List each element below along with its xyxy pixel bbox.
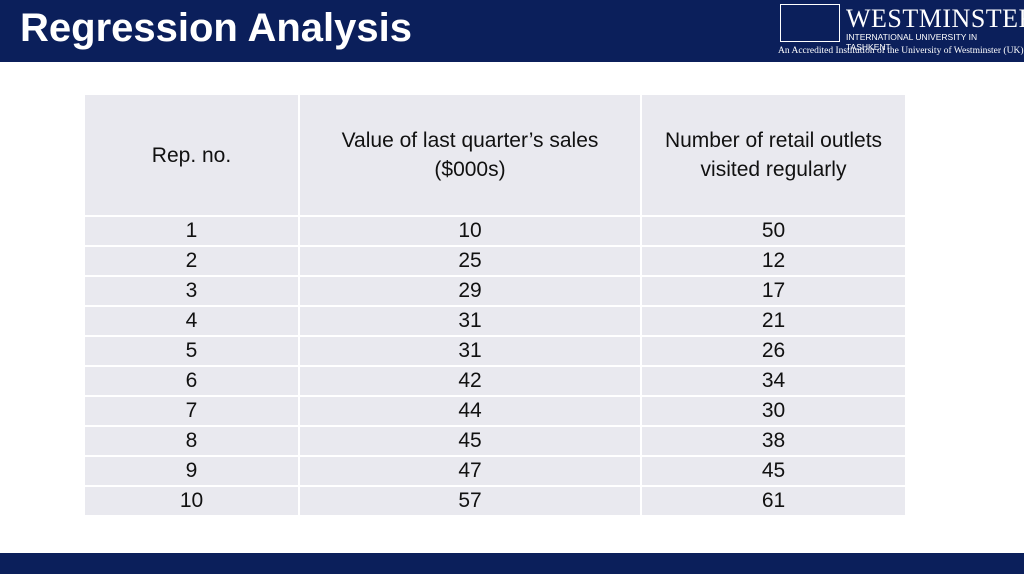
logo-icon [780, 4, 840, 42]
table-row: 5 31 26 [85, 337, 905, 367]
table-cell: 4 [85, 307, 300, 337]
table-cell: 45 [300, 427, 642, 457]
header-row: Rep. no. Value of last quarter’s sales ($… [85, 95, 905, 217]
table-cell: 12 [642, 247, 905, 277]
table-cell: 10 [300, 217, 642, 247]
table-cell: 26 [642, 337, 905, 367]
table-row: 8 45 38 [85, 427, 905, 457]
footer-bar [0, 553, 1024, 574]
table-cell: 34 [642, 367, 905, 397]
table-cell: 9 [85, 457, 300, 487]
table-cell: 42 [300, 367, 642, 397]
table-body: 1 10 50 2 25 12 3 29 17 4 31 21 5 31 26 6 42 34 7 44 30 8 45 38… [85, 217, 905, 517]
table-cell: 45 [642, 457, 905, 487]
table-row: 6 42 34 [85, 367, 905, 397]
table-cell: 25 [300, 247, 642, 277]
column-header: Value of last quarter’s sales ($000s) [300, 95, 642, 217]
table-row: 3 29 17 [85, 277, 905, 307]
slide-title: Regression Analysis [20, 6, 413, 50]
logo: WESTMINSTER INTERNATIONAL UNIVERSITY IN … [778, 2, 1024, 60]
table-cell: 3 [85, 277, 300, 307]
table-row: 9 47 45 [85, 457, 905, 487]
table-cell: 50 [642, 217, 905, 247]
table-cell: 44 [300, 397, 642, 427]
table-cell: 31 [300, 307, 642, 337]
table-cell: 61 [642, 487, 905, 517]
column-header: Rep. no. [85, 95, 300, 217]
table-cell: 5 [85, 337, 300, 367]
column-header: Number of retail outlets visited regular… [642, 95, 905, 217]
table-row: 10 57 61 [85, 487, 905, 517]
table-cell: 2 [85, 247, 300, 277]
table-cell: 31 [300, 337, 642, 367]
table-row: 7 44 30 [85, 397, 905, 427]
table-cell: 21 [642, 307, 905, 337]
table-row: 1 10 50 [85, 217, 905, 247]
table-cell: 47 [300, 457, 642, 487]
table-row: 4 31 21 [85, 307, 905, 337]
table-cell: 57 [300, 487, 642, 517]
table-cell: 29 [300, 277, 642, 307]
table-cell: 17 [642, 277, 905, 307]
logo-name: WESTMINSTER [846, 4, 1024, 33]
header-bar: Regression Analysis WESTMINSTER INTERNAT… [0, 0, 1024, 62]
table-cell: 6 [85, 367, 300, 397]
table-cell: 38 [642, 427, 905, 457]
table-cell: 8 [85, 427, 300, 457]
table-row: 2 25 12 [85, 247, 905, 277]
table-cell: 1 [85, 217, 300, 247]
logo-tagline: An Accredited Institution of the Univers… [778, 46, 1024, 56]
data-table: Rep. no. Value of last quarter’s sales ($… [85, 95, 905, 517]
table-cell: 30 [642, 397, 905, 427]
logo-subtitle: INTERNATIONAL UNIVERSITY IN TASHKENT [846, 32, 978, 52]
table-cell: 7 [85, 397, 300, 427]
table-cell: 10 [85, 487, 300, 517]
